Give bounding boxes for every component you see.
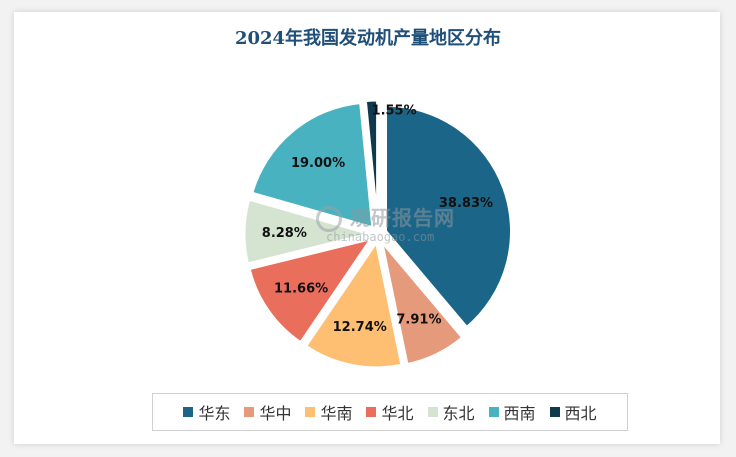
legend-swatch <box>366 407 377 417</box>
legend-label: 华北 <box>381 404 414 423</box>
data-label-huanan: 12.74% <box>333 320 387 335</box>
legend-label: 华东 <box>198 404 231 423</box>
pie-slice-xibei <box>363 98 380 227</box>
chart-title: 2024年我国发动机产量地区分布 <box>234 28 502 49</box>
legend-label: 西北 <box>564 404 597 423</box>
legend-label: 华中 <box>259 404 292 423</box>
legend-item-huanan: 华南 <box>305 400 352 424</box>
legend-swatch <box>305 407 316 417</box>
legend-label: 华南 <box>320 404 353 423</box>
pie-slice-huadong <box>384 103 513 330</box>
legend-swatch <box>488 407 499 417</box>
watermark-text: 观研报告网 <box>350 206 455 230</box>
pie-slice-huanan <box>303 238 404 370</box>
pie-slice-xinan <box>249 100 375 230</box>
legend-item-huabei: 华北 <box>366 400 414 424</box>
legend-item-dongbei: 东北 <box>427 400 475 424</box>
legend-item-huazhong: 华中 <box>244 400 291 424</box>
data-label-huadong: 38.83% <box>439 196 493 211</box>
chart-card <box>14 12 720 444</box>
legend-swatch <box>183 407 194 417</box>
data-label-huabei: 11.66% <box>274 281 328 296</box>
data-label-huazhong: 7.91% <box>396 312 441 327</box>
pie-slice-huazhong <box>380 240 465 367</box>
legend-item-xibei: 西北 <box>549 400 597 424</box>
data-label-dongbei: 8.28% <box>262 226 307 241</box>
chart-legend: 华东 华中 华南 华北 东北 西南 西北 <box>152 393 628 431</box>
data-label-xinan: 19.00% <box>291 156 345 171</box>
watermark: 观研报告网 chinabaogao.com <box>316 200 476 250</box>
legend-item-xinan: 西南 <box>488 400 536 424</box>
pie-slice-dongbei <box>242 197 376 266</box>
watermark-url: chinabaogao.com <box>326 230 435 244</box>
legend-item-huadong: 华东 <box>183 400 230 424</box>
watermark-logo-icon <box>316 206 342 232</box>
pie-slice-huabei <box>247 236 375 345</box>
legend-swatch <box>244 407 255 417</box>
legend-swatch <box>549 407 560 417</box>
data-label-xibei: 1.55% <box>372 104 417 119</box>
legend-label: 西南 <box>503 404 536 423</box>
legend-label: 东北 <box>442 404 475 423</box>
legend-swatch <box>427 407 438 417</box>
